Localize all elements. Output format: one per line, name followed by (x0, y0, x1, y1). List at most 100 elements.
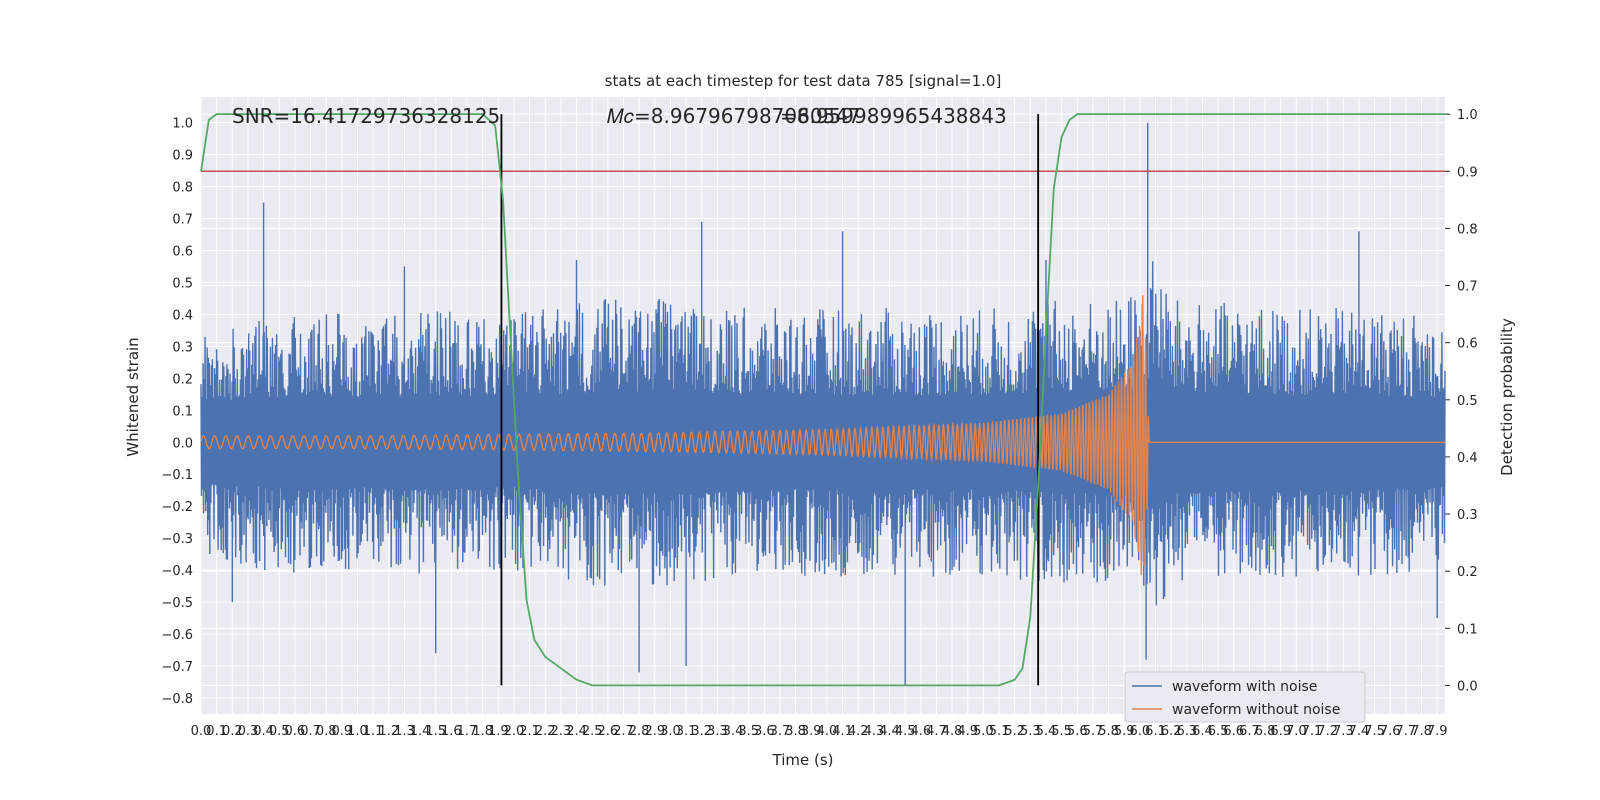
x-tick-label: 4.1 (832, 724, 853, 739)
y2-tick-label: 0.4 (1457, 451, 1478, 466)
x-tick-label: 2.7 (613, 724, 634, 739)
x-tick-label: 5.3 (1020, 724, 1041, 739)
x-tick-label: 4.2 (848, 724, 869, 739)
x-tick-label: 0.9 (331, 724, 352, 739)
x-tick-label: 2.3 (551, 724, 572, 739)
y2-tick-label: 0.9 (1457, 165, 1478, 180)
x-tick-label: 3.8 (785, 724, 806, 739)
snr-annotation: SNR=16.41729736328125 (232, 104, 500, 128)
y-tick-label: −0.3 (161, 532, 193, 547)
x-tick-label: 6.7 (1239, 724, 1260, 739)
series-waveform-with-noise (200, 122, 1446, 686)
x-tick-label: 7.2 (1317, 724, 1338, 739)
y-tick-label: 0.0 (172, 436, 193, 451)
x-tick-label: 0.1 (206, 724, 227, 739)
x-tick-label: 6.0 (1130, 724, 1151, 739)
x-tick-label: 7.8 (1411, 724, 1432, 739)
x-tick-label: 1.1 (363, 724, 384, 739)
x-tick-label: 7.6 (1380, 724, 1401, 739)
x-tick-label: 1.0 (347, 724, 368, 739)
legend-label-noise: waveform with noise (1172, 679, 1317, 695)
x-tick-label: 5.7 (1083, 724, 1104, 739)
x-tick-label: 4.7 (926, 724, 947, 739)
x-tick-label: 6.9 (1270, 724, 1291, 739)
x-tick-label: 2.2 (535, 724, 556, 739)
series-detection-probability (200, 113, 1445, 687)
x-tick-label: 1.3 (394, 724, 415, 739)
y-tick-label: 0.4 (172, 308, 193, 323)
y-tick-label: −0.2 (161, 500, 193, 515)
y-tick-label: −0.4 (161, 564, 193, 579)
y2-tick-label: 0.5 (1457, 394, 1478, 409)
x-tick-label: 5.1 (989, 724, 1010, 739)
x-tick-label: 3.5 (738, 724, 759, 739)
x-tick-label: 0.0 (191, 724, 212, 739)
x-tick-label: 1.7 (457, 724, 478, 739)
y-tick-label: −0.5 (161, 596, 193, 611)
x-tick-label: 3.2 (691, 724, 712, 739)
x-tick-label: 5.6 (1067, 724, 1088, 739)
x-tick-label: 4.5 (895, 724, 916, 739)
x-tick-label: 0.5 (269, 724, 290, 739)
x-tick-label: 6.6 (1223, 724, 1244, 739)
x-tick-label: 1.5 (425, 724, 446, 739)
y2-tick-label: 0.8 (1457, 222, 1478, 237)
x-tick-label: 3.3 (707, 724, 728, 739)
x-tick-label: 1.8 (472, 724, 493, 739)
y2-tick-label: 0.3 (1457, 508, 1478, 523)
x-tick-label: 4.9 (957, 724, 978, 739)
x-tick-label: 5.5 (1051, 724, 1072, 739)
x-tick-label: 0.7 (300, 724, 321, 739)
x-tick-label: 2.4 (566, 724, 587, 739)
y-axis-label: Whitened strain (124, 337, 142, 456)
y-tick-label: −0.8 (161, 692, 193, 707)
y2-tick-label: 0.2 (1457, 565, 1478, 580)
x-tick-label: 4.4 (879, 724, 900, 739)
x-tick-label: 4.0 (817, 724, 838, 739)
legend-frame (1124, 671, 1366, 723)
x-tick-label: 3.0 (660, 724, 681, 739)
x-tick-label: 1.2 (378, 724, 399, 739)
x-tick-label: 4.8 (942, 724, 963, 739)
y-tick-label: −0.7 (161, 660, 193, 675)
x-tick-label: 5.4 (1036, 724, 1057, 739)
x-tick-label: 3.6 (754, 724, 775, 739)
x-tick-label: 3.1 (676, 724, 697, 739)
chart-title: stats at each timestep for test data 785… (605, 72, 1002, 90)
x-tick-label: 0.2 (222, 724, 243, 739)
x-tick-label: 0.6 (285, 724, 306, 739)
y-tick-label: 0.7 (172, 212, 193, 227)
x-tick-label: 6.8 (1255, 724, 1276, 739)
x-tick-label: 7.3 (1333, 724, 1354, 739)
y-tick-label: 0.5 (172, 276, 193, 291)
x-tick-label: 6.3 (1176, 724, 1197, 739)
x-tick-label: 2.6 (597, 724, 618, 739)
y-tick-label: −0.1 (161, 468, 193, 483)
y2-tick-label: 0.6 (1457, 337, 1478, 352)
x-tick-label: 7.1 (1302, 724, 1323, 739)
x-tick-label: 2.1 (519, 724, 540, 739)
x-tick-label: 6.5 (1208, 724, 1229, 739)
x-tick-label: 6.1 (1145, 724, 1166, 739)
y-tick-label: 0.8 (172, 181, 193, 196)
x-tick-label: 3.4 (723, 724, 744, 739)
x-tick-label: 5.9 (1114, 724, 1135, 739)
legend-label-clean: waveform without noise (1172, 702, 1340, 718)
x-tick-label: 6.2 (1161, 724, 1182, 739)
x-tick-label: 5.2 (1004, 724, 1025, 739)
x-tick-label: 7.7 (1396, 724, 1417, 739)
x-tick-label: 5.8 (1098, 724, 1119, 739)
x-tick-label: 5.0 (973, 724, 994, 739)
x-tick-label: 7.5 (1364, 724, 1385, 739)
legend: waveform with noise waveform without noi… (1124, 671, 1366, 723)
x-tick-label: 6.4 (1192, 724, 1213, 739)
plot-area: 0.00.10.20.30.40.50.60.70.80.91.01.11.21… (161, 97, 1478, 739)
y-tick-label: 0.3 (172, 340, 193, 355)
y2-tick-label: 0.1 (1457, 622, 1478, 637)
x-axis-label: Time (s) (772, 751, 834, 769)
x-tick-label: 7.9 (1427, 724, 1448, 739)
y2-axis-label: Detection probability (1498, 318, 1516, 476)
y-tick-label: 0.9 (172, 149, 193, 164)
y-tick-label: −0.6 (161, 628, 193, 643)
